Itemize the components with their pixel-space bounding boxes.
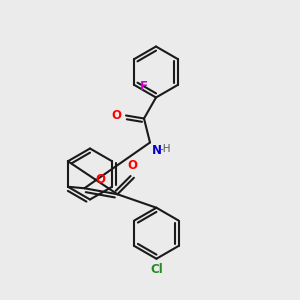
Text: O: O <box>112 109 122 122</box>
Text: -H: -H <box>160 144 171 154</box>
Text: N: N <box>152 144 161 157</box>
Text: O: O <box>96 173 106 186</box>
Text: F: F <box>140 80 148 93</box>
Text: O: O <box>128 159 137 172</box>
Text: Cl: Cl <box>150 263 163 276</box>
